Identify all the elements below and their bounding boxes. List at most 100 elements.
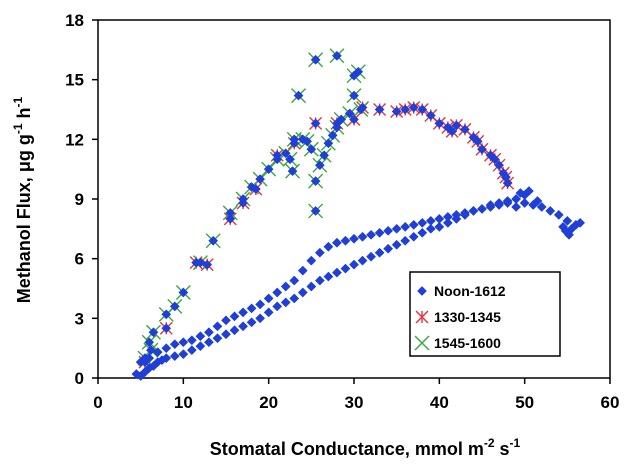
data-point (314, 275, 325, 286)
data-point (212, 321, 223, 332)
data-point (340, 263, 351, 274)
data-point (344, 108, 355, 119)
data-point (293, 90, 304, 101)
data-point (417, 227, 428, 238)
data-point (536, 202, 547, 212)
data-point (148, 327, 159, 338)
data-point (408, 102, 419, 113)
data-point (340, 235, 351, 246)
data-point (238, 307, 249, 318)
data-point (485, 202, 496, 212)
y-tick-label: 12 (65, 130, 84, 149)
data-point (323, 138, 334, 149)
data-point (519, 198, 530, 208)
data-point (417, 104, 428, 115)
data-point (229, 325, 240, 336)
data-point (511, 202, 522, 212)
data-point (246, 317, 257, 328)
data-point (289, 293, 300, 304)
data-point (297, 287, 308, 298)
x-tick-label: 0 (93, 393, 102, 412)
data-point (221, 329, 231, 340)
data-point (306, 144, 317, 155)
data-point (272, 154, 283, 165)
data-point (225, 207, 236, 218)
data-point (161, 353, 172, 364)
y-tick-label: 9 (75, 190, 84, 209)
series-overlay-points (139, 50, 513, 368)
data-point (287, 166, 298, 177)
legend-item: 1545-1600 (414, 335, 501, 351)
y-tick-label: 0 (75, 369, 84, 388)
data-point (319, 150, 330, 161)
data-point (272, 301, 283, 312)
data-point (349, 114, 359, 125)
data-point (238, 194, 249, 204)
y-tick-label: 3 (75, 309, 84, 328)
data-point (186, 335, 197, 346)
data-point (366, 251, 377, 262)
data-point (425, 223, 436, 234)
data-point (349, 233, 359, 244)
data-point (400, 104, 411, 115)
data-point (178, 349, 189, 360)
data-point (310, 54, 321, 65)
data-point (203, 327, 214, 338)
data-point (383, 243, 394, 254)
x-tick-label: 10 (174, 393, 193, 412)
data-point (323, 271, 334, 282)
data-point (285, 154, 295, 165)
data-point (355, 104, 366, 115)
data-point (357, 255, 368, 266)
data-point (391, 223, 402, 234)
data-point (408, 219, 419, 230)
legend-item: 1330-1345 (415, 309, 501, 325)
data-point (434, 221, 445, 232)
data-point (331, 237, 342, 248)
data-point (336, 114, 347, 125)
xlabel_parts-part: -1 (510, 436, 521, 450)
data-point (459, 207, 470, 218)
legend-marker (415, 310, 429, 324)
data-point (349, 90, 359, 101)
data-point (255, 313, 266, 324)
data-point (553, 209, 564, 220)
x-tick-label: 30 (345, 393, 364, 412)
data-point (447, 126, 458, 137)
data-point (161, 323, 172, 334)
data-point (500, 172, 511, 183)
data-point (374, 227, 385, 238)
data-point (374, 247, 385, 258)
legend-item: Noon-1612 (417, 283, 506, 299)
data-point (161, 343, 172, 354)
data-point (280, 281, 291, 292)
data-point (203, 337, 214, 348)
series-1545-1600 (137, 48, 369, 366)
data-point (302, 136, 313, 147)
data-point (195, 257, 206, 268)
y-tick-label: 18 (65, 11, 84, 30)
data-point (310, 176, 321, 187)
data-point (357, 231, 368, 242)
xlabel_parts-part: -2 (484, 436, 495, 450)
data-point (246, 303, 257, 314)
data-point (560, 225, 571, 236)
data-point (468, 205, 479, 216)
legend-marker (414, 335, 430, 351)
data-point (327, 130, 338, 141)
data-point (374, 104, 385, 115)
data-point (221, 315, 231, 326)
data-point (472, 136, 483, 147)
data-point (515, 188, 526, 198)
data-point (255, 174, 266, 185)
x-axis-label: Stomatal Conductance, mmol m-2 s-1 (210, 436, 521, 459)
data-point (562, 215, 573, 226)
data-point (417, 217, 428, 228)
data-point (575, 217, 586, 228)
data-point (451, 209, 462, 220)
x-axis: 0 10 20 30 40 50 60 (93, 378, 619, 412)
data-point (502, 198, 513, 208)
data-point (425, 215, 436, 226)
x-tick-label: 60 (601, 393, 620, 412)
data-point (331, 122, 342, 133)
